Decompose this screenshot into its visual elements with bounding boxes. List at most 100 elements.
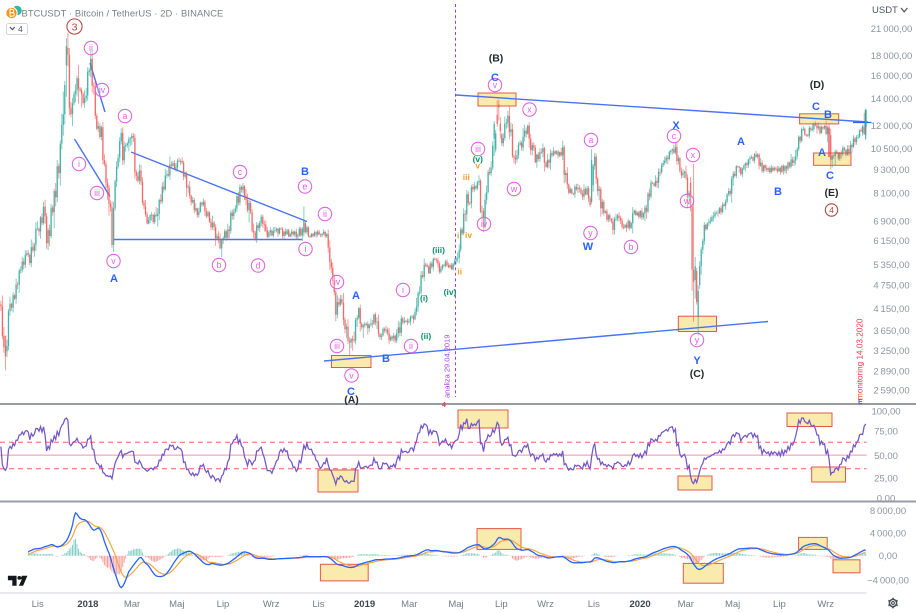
svg-text:b: b	[629, 242, 634, 252]
svg-text:Y: Y	[693, 355, 701, 367]
svg-text:v: v	[493, 80, 498, 90]
svg-text:iv: iv	[465, 230, 472, 240]
svg-text:0,00: 0,00	[877, 493, 896, 504]
svg-text:3: 3	[72, 21, 78, 33]
svg-text:USDT: USDT	[872, 5, 898, 16]
svg-text:(D): (D)	[810, 79, 825, 91]
svg-text:(v): (v)	[473, 154, 484, 164]
svg-text:x: x	[691, 150, 696, 160]
svg-text:14 000,00: 14 000,00	[871, 94, 913, 105]
svg-text:6 900,00: 6 900,00	[873, 216, 909, 227]
svg-text:v: v	[349, 371, 354, 381]
svg-text:a: a	[123, 111, 128, 121]
svg-text:16 000,00: 16 000,00	[871, 71, 913, 82]
svg-text:(C): (C)	[690, 368, 705, 380]
svg-text:y: y	[695, 335, 700, 345]
svg-text:ii: ii	[409, 341, 413, 351]
svg-text:Maj: Maj	[725, 599, 740, 610]
svg-text:C: C	[491, 72, 499, 84]
svg-text:Lis: Lis	[32, 599, 44, 610]
svg-text:25,00: 25,00	[874, 474, 898, 485]
svg-text:5 350,00: 5 350,00	[873, 260, 909, 271]
svg-text:X: X	[672, 120, 680, 132]
svg-text:Lip: Lip	[495, 599, 508, 610]
svg-text:8 100,00: 8 100,00	[873, 189, 909, 200]
svg-text:B: B	[824, 109, 832, 121]
svg-text:Wrz: Wrz	[817, 599, 834, 610]
svg-text:Lis: Lis	[588, 599, 600, 610]
svg-text:A: A	[737, 136, 745, 148]
svg-text:A: A	[352, 290, 360, 302]
svg-text:w: w	[683, 196, 691, 206]
svg-text:21 000,00: 21 000,00	[871, 24, 913, 35]
svg-text:iii: iii	[475, 144, 481, 154]
svg-text:i: i	[402, 285, 404, 295]
svg-text:4: 4	[829, 205, 834, 215]
svg-text:3 650,00: 3 650,00	[873, 326, 909, 337]
svg-text:2 590,00: 2 590,00	[873, 385, 909, 396]
svg-text:2018: 2018	[77, 599, 98, 610]
svg-text:10 500,00: 10 500,00	[871, 144, 913, 155]
svg-text:Mar: Mar	[678, 599, 694, 610]
svg-text:iii: iii	[334, 341, 340, 351]
svg-text:ii: ii	[457, 266, 462, 276]
svg-text:C: C	[826, 170, 834, 182]
svg-text:a: a	[589, 135, 594, 145]
svg-text:Wrz: Wrz	[263, 599, 280, 610]
svg-text:B: B	[382, 353, 390, 365]
svg-text:v: v	[475, 161, 480, 171]
svg-text:4 750,00: 4 750,00	[873, 281, 909, 292]
svg-text:75,00: 75,00	[874, 426, 898, 437]
svg-text:(ii): (ii)	[421, 331, 432, 341]
svg-text:6 150,00: 6 150,00	[873, 236, 909, 247]
svg-text:c: c	[238, 167, 243, 177]
svg-text:analiza 29.04.2019: analiza 29.04.2019	[443, 335, 452, 398]
svg-text:4: 4	[442, 402, 446, 409]
svg-text:B: B	[774, 186, 782, 198]
svg-text:−4 000,00: −4 000,00	[867, 576, 909, 587]
svg-text:i: i	[457, 231, 459, 241]
svg-text:iv: iv	[334, 277, 341, 287]
svg-text:x: x	[527, 105, 532, 115]
svg-text:BTCUSDT · Bitcoin / TetherUS ·: BTCUSDT · Bitcoin / TetherUS · 2D · BINA…	[22, 8, 224, 19]
svg-text:i: i	[78, 159, 80, 169]
svg-text:50,00: 50,00	[874, 451, 898, 462]
svg-text:E: E	[858, 399, 863, 406]
svg-text:4 000,00: 4 000,00	[870, 528, 906, 539]
svg-text:(iii): (iii)	[432, 245, 445, 255]
svg-text:18 000,00: 18 000,00	[871, 51, 913, 62]
svg-text:2020: 2020	[630, 599, 651, 610]
svg-text:Maj: Maj	[448, 599, 463, 610]
svg-text:8 000,00: 8 000,00	[870, 506, 906, 517]
svg-text:(B): (B)	[489, 52, 504, 64]
svg-text:W: W	[583, 241, 594, 253]
svg-text:Wrz: Wrz	[537, 599, 554, 610]
svg-text:Mar: Mar	[124, 599, 140, 610]
svg-text:ii: ii	[89, 43, 93, 53]
svg-text:iii: iii	[94, 188, 100, 198]
svg-text:monitoring 14.03.2020: monitoring 14.03.2020	[856, 318, 865, 400]
svg-text:(i): (i)	[420, 293, 428, 303]
svg-text:y: y	[588, 228, 593, 238]
svg-text:Mar: Mar	[401, 599, 417, 610]
svg-text:4 150,00: 4 150,00	[873, 304, 909, 315]
svg-text:12 000,00: 12 000,00	[871, 121, 913, 132]
svg-text:iv: iv	[99, 85, 106, 95]
svg-text:Lip: Lip	[773, 599, 786, 610]
svg-text:3 250,00: 3 250,00	[873, 346, 909, 357]
svg-text:v: v	[111, 256, 116, 266]
svg-text:w: w	[510, 184, 518, 194]
svg-text:Maj: Maj	[169, 599, 184, 610]
svg-text:b: b	[217, 260, 222, 270]
svg-text:B: B	[301, 166, 309, 178]
svg-text:(E): (E)	[825, 187, 839, 199]
svg-text:0,00: 0,00	[879, 551, 898, 562]
svg-text:Lip: Lip	[217, 599, 230, 610]
svg-text:C: C	[347, 386, 355, 398]
svg-text:ii: ii	[323, 209, 327, 219]
svg-text:Lis: Lis	[312, 599, 324, 610]
svg-text:C: C	[812, 101, 820, 113]
svg-text:e: e	[303, 182, 308, 192]
svg-text:9 300,00: 9 300,00	[873, 165, 909, 176]
svg-text:d: d	[256, 261, 261, 271]
